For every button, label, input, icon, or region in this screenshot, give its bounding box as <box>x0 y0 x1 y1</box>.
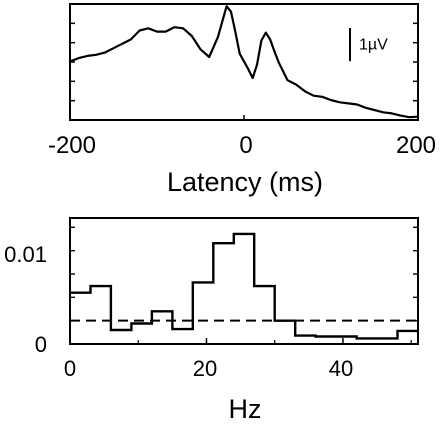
frequency-histogram-steps <box>70 232 418 340</box>
latency-x-tick-label-200: 200 <box>396 132 436 159</box>
histogram-bin <box>111 330 131 344</box>
histogram-bin <box>213 243 233 344</box>
frequency-x-tick-label-0: 0 <box>64 356 76 381</box>
histogram-bin <box>70 293 90 344</box>
histogram-bin <box>90 286 110 344</box>
histogram-bin <box>295 336 315 344</box>
histogram-bin <box>193 282 213 344</box>
frequency-x-axis-label: Hz <box>229 394 262 424</box>
latency-x-axis-label: Latency (ms) <box>167 167 323 197</box>
frequency-ticks <box>69 226 418 344</box>
histogram-bin <box>254 286 274 344</box>
histogram-bin <box>398 331 418 344</box>
frequency-y-tick-label-0: 0 <box>35 332 47 357</box>
histogram-bin <box>172 329 192 344</box>
latency-x-tick-label-neg200: -200 <box>48 132 96 159</box>
histogram-bin <box>275 321 295 344</box>
scale-bar-label: 1µV <box>359 37 388 54</box>
latency-series-line <box>69 5 419 119</box>
frequency-plot-frame <box>69 217 419 345</box>
histogram-bin <box>152 311 172 344</box>
histogram-bin <box>131 323 151 344</box>
latency-x-tick-label-0: 0 <box>239 132 252 159</box>
frequency-x-tick-label-40: 40 <box>329 356 353 381</box>
frequency-x-tick-label-20: 20 <box>193 356 217 381</box>
frequency-y-tick-label-0.01: 0.01 <box>4 242 47 267</box>
frequency-panel: 0.01 0 0 20 40 Hz <box>4 217 419 424</box>
histogram-bin <box>234 234 254 344</box>
latency-panel: 1µV -200 0 200 Latency (ms) <box>48 3 436 197</box>
